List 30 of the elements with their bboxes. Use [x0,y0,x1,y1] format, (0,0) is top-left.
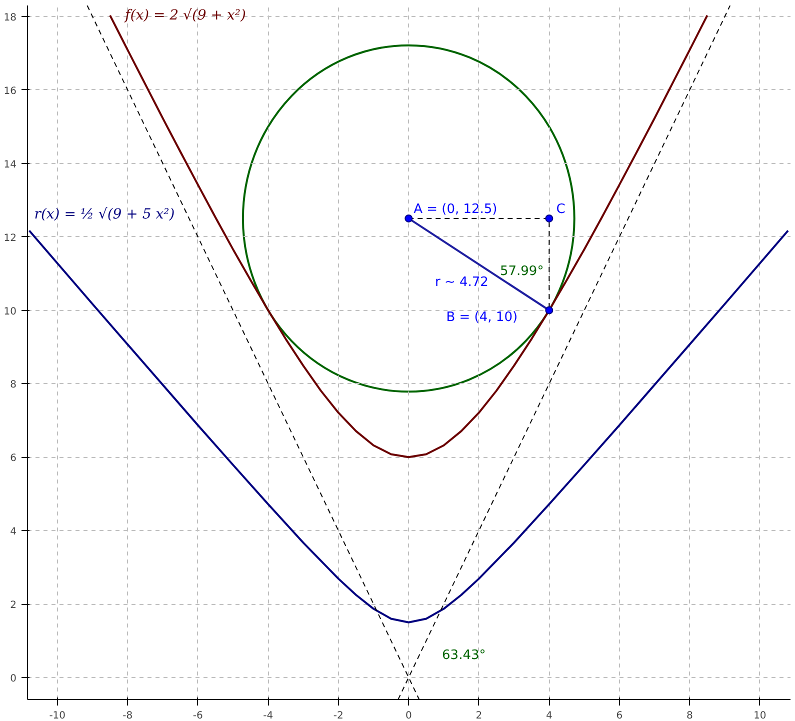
y-tick-label: 6 [10,453,17,464]
x-tick-label: -8 [122,710,133,721]
x-tick-label: 4 [546,710,552,721]
y-tick-label: 0 [10,673,17,684]
y-tick-label: 10 [4,306,17,318]
x-tick-label: 10 [754,710,766,721]
series-label: r(x) = ½ √(9 + 5 x²) [34,206,175,223]
y-tick-label: 8 [10,380,17,391]
annotation: A = (0, 12.5) [414,202,498,217]
annotation: B = (4, 10) [446,310,518,326]
x-tick-label: -2 [333,710,344,721]
y-tick-label: 4 [10,526,17,538]
annotation: C [556,202,566,217]
annotation: 57.99° [500,264,544,280]
annotation: r ~ 4.72 [434,275,488,290]
x-tick-label: -4 [263,710,274,721]
series-label: f(x) = 2 √(9 + x²) [124,7,246,24]
x-tick-label: 6 [616,710,623,721]
x-tick-label: 8 [686,710,693,721]
annotation: 63.43° [442,648,486,663]
line-series [28,230,790,624]
y-tick-label: 2 [10,600,17,612]
y-tick-label: 18 [4,12,17,24]
x-tick-label: -6 [192,710,203,721]
x-tick-label: -10 [49,710,66,721]
y-tick-label: 16 [4,86,17,97]
y-tick-label: 12 [4,232,17,244]
x-tick-label: 2 [476,710,482,721]
x-tick-label: 0 [405,710,412,721]
y-tick-label: 14 [4,159,17,170]
